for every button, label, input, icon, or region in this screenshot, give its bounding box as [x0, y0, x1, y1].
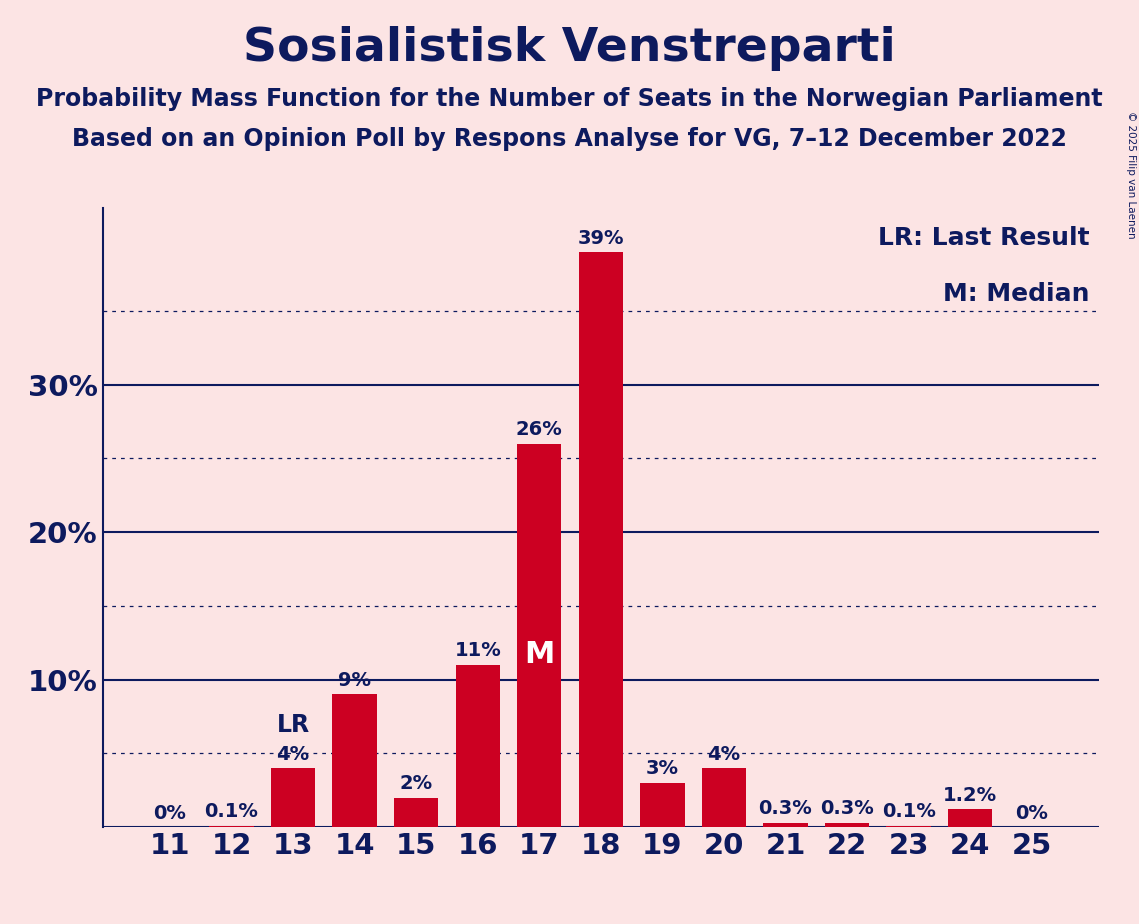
Bar — [579, 252, 623, 827]
Text: 0.3%: 0.3% — [820, 799, 874, 818]
Text: 3%: 3% — [646, 760, 679, 778]
Text: LR: LR — [277, 713, 310, 737]
Text: 26%: 26% — [516, 420, 563, 439]
Bar — [394, 797, 439, 827]
Bar — [210, 825, 254, 827]
Text: 4%: 4% — [277, 745, 310, 763]
Text: Based on an Opinion Poll by Respons Analyse for VG, 7–12 December 2022: Based on an Opinion Poll by Respons Anal… — [72, 127, 1067, 151]
Text: M: Median: M: Median — [943, 282, 1089, 306]
Text: 11%: 11% — [454, 641, 501, 661]
Bar — [456, 665, 500, 827]
Bar — [948, 809, 992, 827]
Bar — [517, 444, 562, 827]
Text: Probability Mass Function for the Number of Seats in the Norwegian Parliament: Probability Mass Function for the Number… — [36, 87, 1103, 111]
Text: © 2025 Filip van Laenen: © 2025 Filip van Laenen — [1126, 111, 1136, 238]
Text: 0.3%: 0.3% — [759, 799, 812, 818]
Bar — [640, 783, 685, 827]
Bar — [271, 768, 316, 827]
Text: 9%: 9% — [338, 671, 371, 690]
Bar — [702, 768, 746, 827]
Text: 0%: 0% — [154, 804, 187, 822]
Text: 0.1%: 0.1% — [205, 802, 259, 821]
Text: 0.1%: 0.1% — [882, 802, 935, 821]
Bar — [825, 822, 869, 827]
Text: 0%: 0% — [1015, 804, 1048, 822]
Text: 4%: 4% — [707, 745, 740, 763]
Text: 2%: 2% — [400, 774, 433, 793]
Bar — [763, 822, 808, 827]
Text: M: M — [524, 640, 555, 669]
Text: 39%: 39% — [577, 229, 624, 248]
Text: LR: Last Result: LR: Last Result — [877, 226, 1089, 250]
Bar — [333, 694, 377, 827]
Text: 1.2%: 1.2% — [943, 786, 997, 805]
Text: Sosialistisk Venstreparti: Sosialistisk Venstreparti — [243, 26, 896, 71]
Bar — [886, 825, 931, 827]
